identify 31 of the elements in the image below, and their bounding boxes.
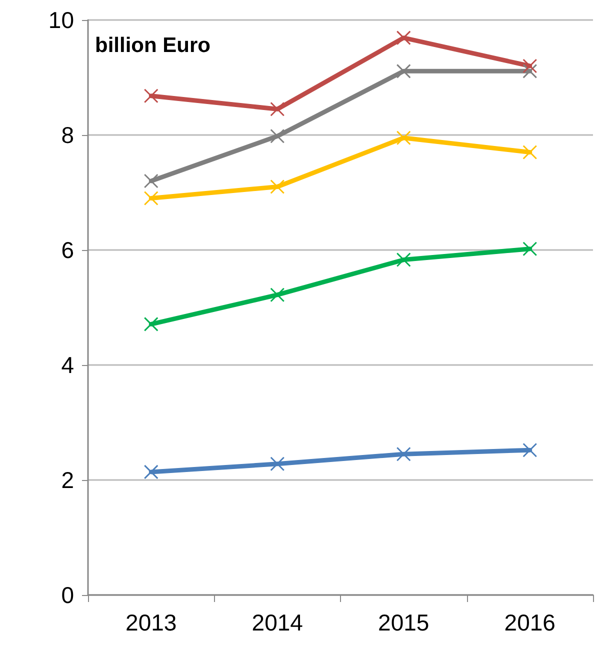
point bbox=[144, 174, 158, 188]
point bbox=[396, 252, 411, 268]
point bbox=[522, 442, 538, 458]
y-tick-label: 4 bbox=[61, 352, 74, 378]
point bbox=[396, 130, 411, 146]
y-tick-label: 8 bbox=[61, 122, 74, 148]
point bbox=[522, 242, 538, 256]
y-tick-label: 6 bbox=[61, 237, 74, 263]
point bbox=[522, 58, 538, 74]
x-tick-label: 2015 bbox=[378, 610, 430, 636]
point bbox=[270, 102, 285, 116]
y-tick-label: 0 bbox=[61, 582, 74, 608]
point bbox=[396, 446, 411, 462]
point bbox=[270, 288, 285, 302]
point bbox=[144, 191, 158, 206]
x-tick-label: 2013 bbox=[126, 610, 177, 636]
point bbox=[522, 145, 538, 160]
annotation: billion Euro bbox=[95, 34, 210, 57]
x-tick-label: 2016 bbox=[504, 610, 556, 636]
point bbox=[396, 30, 411, 46]
y-tick-label: 10 bbox=[48, 7, 74, 33]
point bbox=[396, 64, 411, 78]
point bbox=[144, 88, 158, 104]
point bbox=[270, 128, 285, 144]
y-tick-label: 2 bbox=[61, 467, 74, 493]
point bbox=[522, 64, 538, 78]
point bbox=[144, 316, 158, 332]
point bbox=[144, 464, 158, 480]
point bbox=[270, 180, 285, 194]
x-tick-label: 2014 bbox=[252, 610, 304, 636]
point bbox=[270, 456, 285, 472]
